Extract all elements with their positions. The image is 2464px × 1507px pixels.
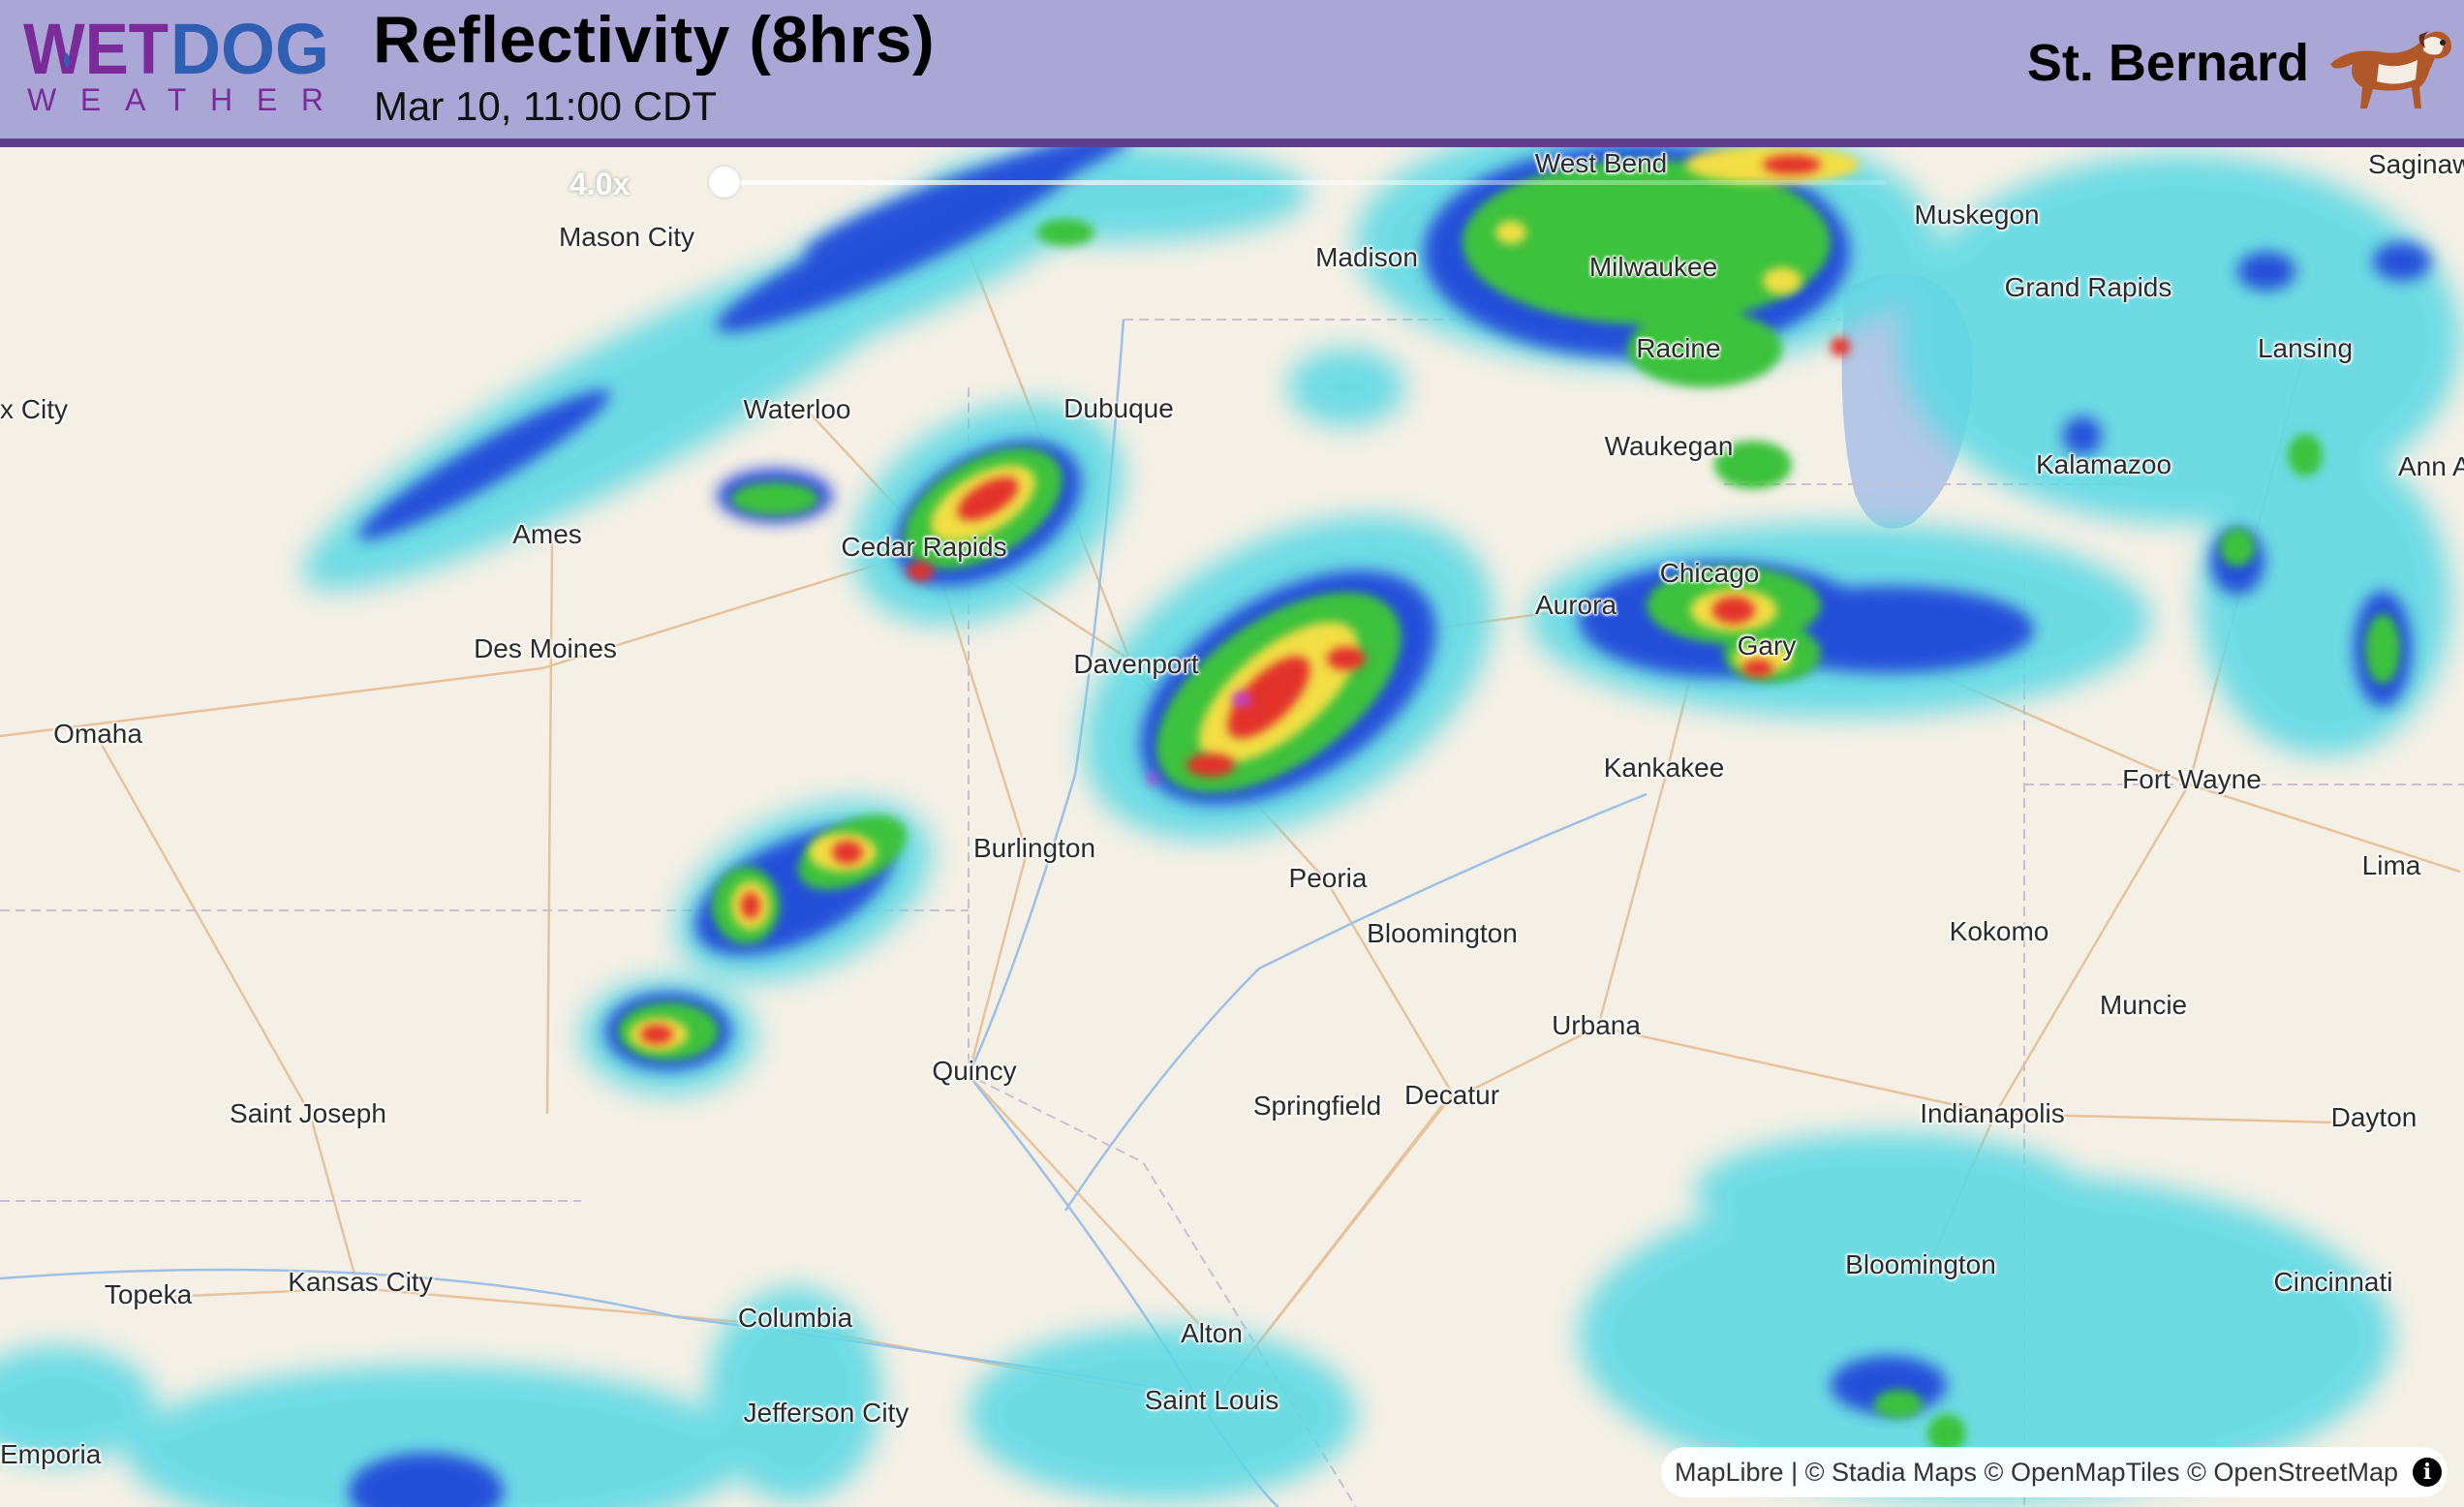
wetdog-weather-logo: WET DOG WEATHER [23,10,329,116]
city-label: Saginaw [2368,149,2464,179]
radar-light-precip [0,147,2460,1507]
city-label: Burlington [972,833,1096,863]
city-label: Dayton [2330,1102,2418,1132]
city-label: Racine [1636,333,1721,363]
playback-speed-label[interactable]: 4.0x [570,167,631,201]
city-label: Dubuque [1063,393,1174,423]
radar-map[interactable]: West Bend Saginaw Mason City Madison Mus… [0,147,2464,1507]
city-label: Bloomington [1845,1249,1996,1279]
city-label: Ann A [2398,451,2464,481]
timeline-slider-handle[interactable] [709,167,740,198]
city-label: Kankakee [1603,753,1725,783]
city-label: Decatur [1403,1080,1500,1110]
city-label: Springfield [1252,1091,1382,1121]
city-label: Waterloo [743,394,851,424]
city-label: Mason City [558,222,695,252]
city-label: Grand Rapids [2004,272,2172,302]
city-label: Saint Joseph [230,1098,386,1128]
city-label: Aurora [1534,590,1617,620]
radar-extreme-precip [1147,692,1251,784]
city-label: Quincy [932,1056,1017,1086]
city-label: Kalamazoo [2035,449,2172,479]
city-label: Kansas City [288,1267,433,1297]
city-label: Cedar Rapids [841,532,1007,562]
info-icon[interactable]: i [2413,1458,2442,1487]
city-label: Topeka [104,1279,193,1309]
city-label: Emporia [0,1439,102,1469]
city-label: West Bend [1534,148,1668,178]
radar-intense-precip [640,155,1850,1044]
city-label: Jefferson City [743,1398,909,1428]
city-label: Urbana [1552,1010,1641,1040]
dog-breed-label: St. Bernard [2026,34,2309,92]
attribution-text[interactable]: MapLibre | © Stadia Maps © OpenMapTiles … [1675,1458,2399,1487]
svg-text:WET: WET [23,10,169,89]
radar-map-canvas[interactable] [0,147,2464,1507]
page-title: Reflectivity (8hrs) [373,3,936,77]
header-bar: WET DOG WEATHER Reflectivity (8hrs) Mar … [0,0,2464,147]
city-label: Columbia [737,1303,853,1333]
city-label: Kokomo [1949,916,2049,946]
city-label: Saint Louis [1144,1385,1279,1415]
city-label: Lansing [2257,333,2354,363]
forecast-timestamp: Mar 10, 11:00 CDT [374,83,718,129]
city-label: Lima [2361,850,2421,880]
city-label: Waukegan [1604,431,1734,461]
city-label: Bloomington [1367,918,1518,948]
city-label: Peoria [1288,863,1368,893]
city-label: Davenport [1073,649,1199,679]
city-label: Indianapolis [1920,1098,2065,1128]
radar-overlay [0,147,2460,1507]
city-label: x City [0,394,68,424]
city-label: Alton [1181,1318,1243,1348]
city-label: Cincinnati [2273,1267,2393,1297]
city-label: Chicago [1659,558,1760,588]
timeline-slider-track[interactable] [724,180,1887,185]
map-attribution: MapLibre | © Stadia Maps © OpenMapTiles … [1661,1447,2448,1497]
city-label: Milwaukee [1588,252,1718,282]
city-label: Gary [1737,630,1797,661]
svg-text:DOG: DOG [170,10,329,89]
city-label: Muncie [2099,990,2188,1020]
st-bernard-dog-icon [2330,31,2451,108]
city-label: Omaha [53,719,142,749]
city-label: Ames [512,519,582,549]
city-label: Fort Wayne [2122,764,2262,794]
city-label: Madison [1315,242,1418,272]
city-label: Des Moines [474,633,617,663]
city-label: Muskegon [1914,200,2040,230]
